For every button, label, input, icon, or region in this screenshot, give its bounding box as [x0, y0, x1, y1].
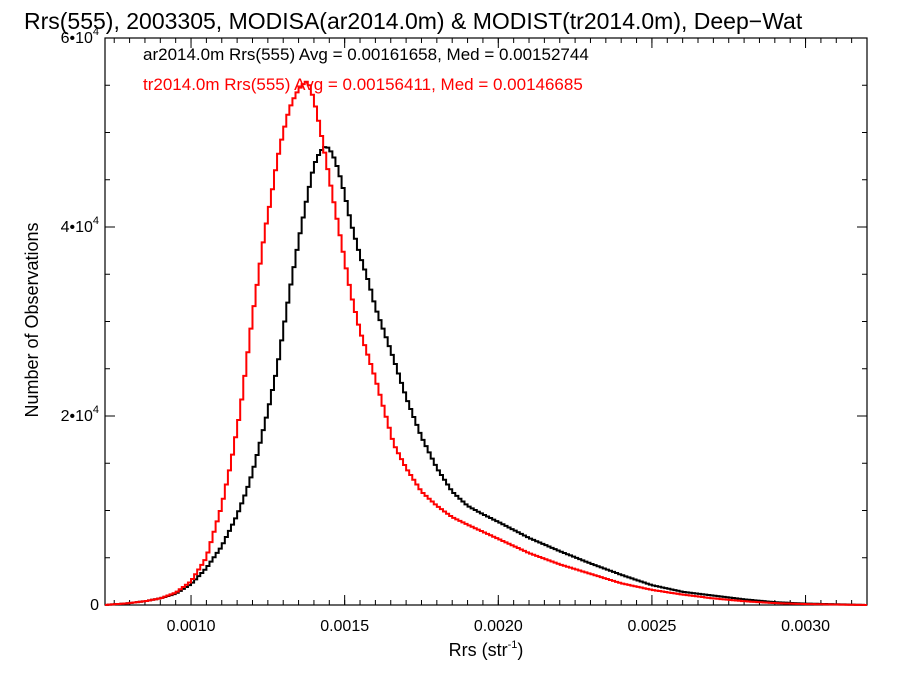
x-axis-label: Rrs (str-1)	[449, 639, 524, 660]
x-axis-label-close: )	[517, 640, 523, 660]
y-tick-label: 0	[90, 597, 99, 614]
series-line-tr2014-0m	[105, 80, 867, 606]
x-tick-label: 0.0010	[167, 618, 216, 635]
plot-area: 0.0010 0.0015 0.0020 0.0025 0.0030 0 2•104 4•10…	[61, 26, 868, 635]
y-tick-label: 6•104	[61, 26, 99, 47]
annotation-tr2014-0m: tr2014.0m Rrs(555) Avg = 0.00156411, Med…	[143, 75, 583, 94]
series-line-ar2014-0m	[105, 146, 867, 606]
y-tick-label: 4•104	[61, 215, 99, 236]
x-axis-label-superscript: -1	[508, 639, 518, 651]
y-axis-label: Number of Observations	[22, 222, 42, 417]
y-tick-label: 2•104	[61, 404, 99, 425]
x-tick-label: 0.0020	[474, 618, 523, 635]
x-tick-label: 0.0025	[627, 618, 676, 635]
x-tick-label: 0.0015	[320, 618, 369, 635]
chart-title: Rrs(555), 2003305, MODISA(ar2014.0m) & M…	[24, 8, 803, 34]
annotation-ar2014-0m: ar2014.0m Rrs(555) Avg = 0.00161658, Med…	[143, 45, 589, 64]
x-tick-label: 0.0030	[781, 618, 830, 635]
x-axis-label-text: Rrs (str	[449, 640, 508, 660]
